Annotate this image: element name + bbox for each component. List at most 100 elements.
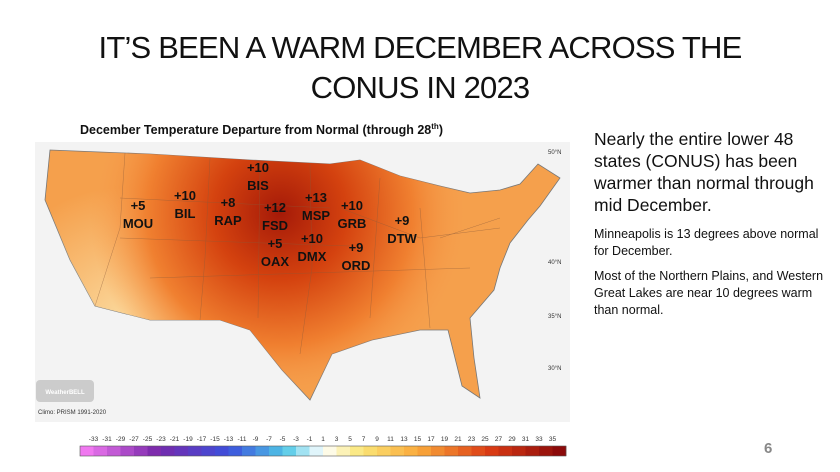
colorbar-tick-label: 7 xyxy=(362,436,366,443)
colorbar-tick-label: -9 xyxy=(253,436,259,443)
colorbar-tick-label: 9 xyxy=(375,436,379,443)
colorbar-swatch xyxy=(485,446,499,456)
colorbar-tick-label: 11 xyxy=(387,436,394,443)
colorbar-swatch xyxy=(417,446,432,456)
colorbar-swatch xyxy=(120,446,135,456)
colorbar-swatch xyxy=(93,446,108,456)
colorbar-swatch xyxy=(471,446,486,456)
colorbar-swatch xyxy=(242,446,256,456)
station-value: +10 xyxy=(247,160,269,175)
colorbar-tick-label: 3 xyxy=(335,436,339,443)
colorbar-tick-label: 23 xyxy=(468,436,476,443)
colorbar-swatch xyxy=(404,446,418,456)
colorbar-tick-label: 1 xyxy=(321,436,325,443)
colorbar-swatch xyxy=(552,446,567,456)
colorbar-tick-label: 21 xyxy=(454,436,462,443)
colorbar-tick-label: 5 xyxy=(348,436,352,443)
colorbar-tick-label: 13 xyxy=(400,436,408,443)
note: Most of the Northern Plains, and Western… xyxy=(594,269,824,317)
station-code: BIL xyxy=(175,206,196,221)
colorbar-swatch xyxy=(107,446,121,456)
colorbar-tick-label: -25 xyxy=(143,436,153,443)
map-title: December Temperature Departure from Norm… xyxy=(80,122,443,137)
colorbar-tick-label: -15 xyxy=(210,436,220,443)
colorbar-swatch xyxy=(147,446,162,456)
colorbar-swatch xyxy=(458,446,472,456)
colorbar-tick-label: -7 xyxy=(266,436,272,443)
station-value: +10 xyxy=(174,188,196,203)
colorbar-tick-label: 35 xyxy=(549,436,557,443)
logo: WeatherBELL xyxy=(45,390,85,396)
latitude-label: 50°N xyxy=(548,150,561,156)
colorbar-tick-label: -11 xyxy=(238,436,247,443)
source: Climo: PRISM 1991-2020 xyxy=(38,410,107,416)
station-code: GRB xyxy=(338,216,367,231)
station-code: DTW xyxy=(387,231,417,246)
station-value: +8 xyxy=(221,195,236,210)
colorbar-tick-label: 29 xyxy=(508,436,516,443)
station-code: ORD xyxy=(342,258,371,273)
colorbar-swatch xyxy=(525,446,540,456)
map-title-sup: th xyxy=(431,122,439,131)
colorbar-swatch xyxy=(282,446,297,456)
map: WeatherBELL Climo: PRISM 1991-2020 Decem… xyxy=(35,122,570,422)
colorbar: -33 -31 -29 -27 -25 -23 -21 -19 -17 -15 -1 3 -11 -9 -7… xyxy=(79,436,567,457)
station-code: MSP xyxy=(302,208,331,223)
colorbar-tick-label: -1 xyxy=(307,436,313,443)
colorbar-swatch xyxy=(498,446,513,456)
state-lines xyxy=(94,152,501,355)
station-code: DMX xyxy=(298,249,327,264)
colorbar-swatch xyxy=(255,446,270,456)
station-value: +5 xyxy=(131,198,146,213)
colorbar-tick-label: -27 xyxy=(129,436,139,443)
colorbar-swatch xyxy=(201,446,216,456)
colorbar-tick-label: -19 xyxy=(183,436,193,443)
station-code: RAP xyxy=(214,213,242,228)
colorbar-tick-label: -29 xyxy=(116,436,126,443)
colorbar-tick-label: -23 xyxy=(156,436,166,443)
colorbar-swatch xyxy=(161,446,175,456)
colorbar-swatch xyxy=(309,446,324,456)
station-value: +9 xyxy=(349,240,364,255)
map-title-end: ) xyxy=(439,123,443,137)
colorbar-swatch xyxy=(336,446,351,456)
colorbar-swatch xyxy=(228,446,243,456)
slide-title: IT’S BEEN A WARM DECEMBER ACROSS THE CON… xyxy=(20,28,820,108)
anomaly-shading xyxy=(45,150,560,400)
note: Minneapolis is 13 degrees above normal f… xyxy=(594,227,819,258)
colorbar-tick-label: -21 xyxy=(170,436,180,443)
colorbar-swatch xyxy=(390,446,405,456)
colorbar-tick-label: 15 xyxy=(414,436,422,443)
slide-number: 6 xyxy=(764,440,773,457)
station-code: BIS xyxy=(247,178,269,193)
colorbar-swatch xyxy=(377,446,391,456)
colorbar-swatch xyxy=(431,446,445,456)
station-value: +13 xyxy=(305,190,327,205)
colorbar-tick-label: -5 xyxy=(280,436,286,443)
colorbar-swatch xyxy=(269,446,283,456)
colorbar-tick-label: 27 xyxy=(495,436,503,443)
map-title-text: December Temperature Departure from Norm… xyxy=(80,123,431,137)
station-value: +12 xyxy=(264,200,286,215)
colorbar-swatch xyxy=(296,446,310,456)
colorbar-frame xyxy=(79,445,567,457)
colorbar-swatch xyxy=(80,446,94,456)
colorbar-tick-label: -17 xyxy=(197,436,207,443)
colorbar-tick-label: 31 xyxy=(522,436,530,443)
station-value: +10 xyxy=(301,231,323,246)
station-value: +10 xyxy=(341,198,363,213)
title-line: CONUS IN 2023 xyxy=(310,70,531,105)
colorbar-swatch xyxy=(134,446,148,456)
colorbar-swatch xyxy=(363,446,378,456)
latitude-label: 35°N xyxy=(548,314,561,320)
colorbar-tick-label: -31 xyxy=(102,436,112,443)
station-value: +5 xyxy=(268,236,283,251)
main-text: Nearly the entire lower 48 states (CONUS… xyxy=(594,129,814,215)
colorbar-swatch xyxy=(188,446,202,456)
colorbar-tick-label: 25 xyxy=(481,436,489,443)
colorbar-swatch xyxy=(323,446,337,456)
colorbar-tick-label: -33 xyxy=(89,436,99,443)
colorbar-swatch xyxy=(444,446,459,456)
colorbar-swatch xyxy=(539,446,553,456)
station-code: MOU xyxy=(123,216,153,231)
